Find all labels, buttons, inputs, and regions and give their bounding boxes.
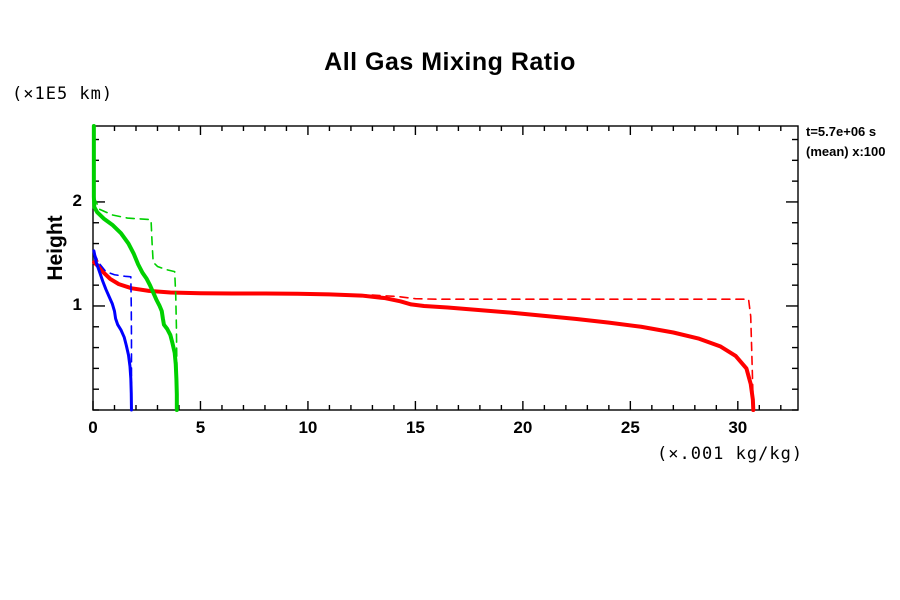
y-tick-label: 1 (72, 294, 82, 314)
axes-frame (92, 125, 799, 411)
curve-green-solid (91, 124, 179, 412)
axis-ticks (92, 126, 798, 411)
page-title: All Gas Mixing Ratio (324, 48, 576, 76)
x-tick-label: 10 (298, 418, 318, 437)
x-axis-unit-label: (×.001 kg/kg) (657, 444, 804, 464)
x-tick-label: 5 (195, 418, 206, 437)
annotation-mean: (mean) x:100 (806, 144, 886, 159)
curve-green-dashed (93, 195, 178, 411)
plot-frame (92, 125, 799, 411)
x-tick-label: 20 (513, 418, 533, 437)
y-tick-label: 2 (72, 190, 82, 210)
curve-blue-dashed (93, 251, 133, 411)
annotation-time: t=5.7e+06 s (806, 124, 877, 139)
x-tick-label: 0 (88, 418, 98, 437)
data-curves (91, 124, 756, 412)
x-tick-label: 25 (620, 418, 640, 437)
y-axis-unit-label: (×1E5 km) (12, 84, 114, 104)
curve-red-dashed (93, 253, 755, 411)
curve-blue-solid (92, 249, 133, 412)
x-tick-label: 15 (405, 418, 425, 437)
x-tick-label: 30 (728, 418, 748, 437)
curve-red-solid (92, 260, 756, 412)
